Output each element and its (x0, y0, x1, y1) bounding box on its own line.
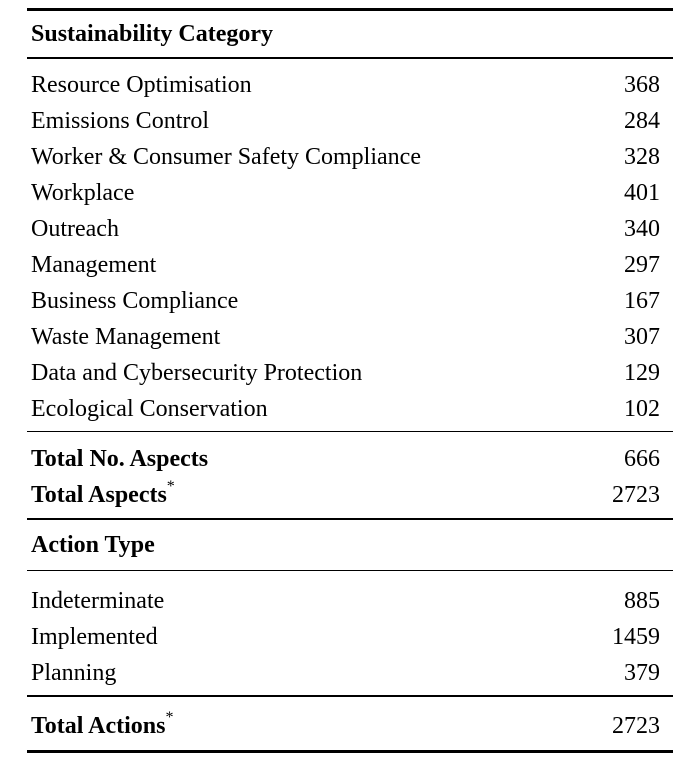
row-label: Data and Cybersecurity Protection (31, 359, 363, 386)
sustainability-rows: Resource Optimisation 368 Emissions Cont… (27, 59, 673, 431)
table-row: Business Compliance 167 (27, 283, 673, 319)
total-label: Total Aspects* (27, 479, 175, 508)
section-header-action-type: Action Type (31, 531, 155, 558)
mid-rule (27, 518, 673, 520)
total-label-text: Total Aspects (31, 482, 167, 508)
mid-rule (27, 430, 673, 432)
table-row: Workplace 401 (27, 175, 673, 211)
row-label: Ecological Conservation (31, 395, 268, 422)
row-label: Implemented (31, 624, 158, 650)
paper-table: Sustainability Category Resource Optimis… (27, 8, 673, 753)
row-value: 102 (624, 395, 660, 422)
table-row: Data and Cybersecurity Protection 129 (27, 355, 673, 391)
total-row: Total Aspects* 2723 (27, 477, 673, 513)
row-value: 379 (624, 660, 660, 686)
total-value: 666 (624, 446, 660, 472)
row-label: Indeterminate (31, 588, 165, 614)
table-row: Ecological Conservation 102 (27, 391, 673, 427)
row-label: Planning (31, 660, 117, 686)
asterisk-superscript: * (166, 478, 175, 495)
section-header-row: Sustainability Category (27, 11, 673, 57)
row-label: Management (31, 251, 157, 278)
total-label: Total No. Aspects (27, 447, 208, 471)
row-label: Workplace (31, 179, 135, 206)
section-header-sustainability-category: Sustainability Category (31, 21, 274, 47)
table-row: Planning 379 (27, 655, 673, 691)
action-type-rows: Indeterminate 885 Implemented 1459 Plann… (27, 571, 673, 695)
row-value: 297 (624, 251, 660, 278)
table-row: Implemented 1459 (27, 619, 673, 655)
row-value: 368 (624, 71, 660, 98)
row-label: Business Compliance (31, 287, 239, 314)
total-label-text: Total Actions (31, 712, 166, 739)
row-value: 284 (624, 107, 660, 134)
row-value: 307 (624, 323, 660, 350)
row-label: Emissions Control (31, 107, 210, 134)
row-value: 401 (624, 179, 660, 206)
total-label: Total Actions* (27, 709, 173, 739)
table-row: Resource Optimisation 368 (27, 67, 673, 103)
row-value: 129 (624, 359, 660, 386)
row-value: 340 (624, 215, 660, 242)
asterisk-superscript: * (165, 708, 174, 726)
total-value: 2723 (612, 712, 660, 739)
section-header-row: Action Type (27, 520, 673, 570)
total-label-text: Total No. Aspects (31, 446, 209, 472)
row-value: 167 (624, 287, 660, 314)
table-row: Waste Management 307 (27, 319, 673, 355)
total-row: Total Actions* 2723 (27, 708, 673, 744)
mid-rule (27, 569, 673, 571)
row-label: Outreach (31, 215, 119, 242)
total-row: Total No. Aspects 666 (27, 441, 673, 477)
mid-rule (27, 695, 673, 697)
row-label: Worker & Consumer Safety Compliance (31, 143, 421, 170)
total-value: 2723 (612, 482, 660, 508)
table-row: Emissions Control 284 (27, 103, 673, 139)
actions-totals: Total Actions* 2723 (27, 697, 673, 750)
bottom-rule (27, 749, 673, 753)
mid-rule (27, 57, 673, 59)
aspects-totals: Total No. Aspects 666 Total Aspects* 272… (27, 432, 673, 518)
row-value: 328 (624, 143, 660, 170)
top-rule (27, 8, 673, 11)
row-value: 885 (624, 588, 660, 614)
table-row: Worker & Consumer Safety Compliance 328 (27, 139, 673, 175)
row-label: Waste Management (31, 323, 221, 350)
table-row: Outreach 340 (27, 211, 673, 247)
row-label: Resource Optimisation (31, 71, 252, 98)
table-row: Management 297 (27, 247, 673, 283)
table-row: Indeterminate 885 (27, 583, 673, 619)
row-value: 1459 (612, 624, 660, 650)
